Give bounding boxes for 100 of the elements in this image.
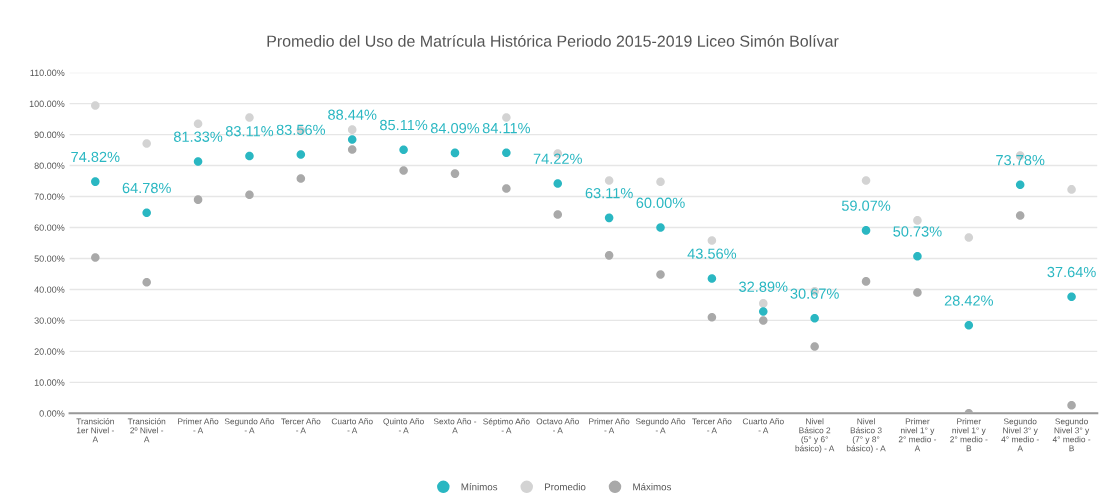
y-tick-label: 0.00% <box>39 410 65 417</box>
y-tick-label: 20.00% <box>34 348 65 355</box>
x-tick-label: Primer Año - A <box>589 418 630 434</box>
point <box>142 139 151 148</box>
point <box>861 226 871 235</box>
point <box>142 208 151 217</box>
point <box>604 251 614 260</box>
point <box>142 278 151 287</box>
x-tick-label: Primer nivel 1° y 2° medio - B <box>950 418 988 452</box>
x-tick-label: Cuarto Año - A <box>742 418 784 434</box>
point <box>450 148 460 158</box>
x-tick-label: Segundo Nivel 3° y 4° medio - B <box>1052 418 1091 452</box>
data-label: 37.64% <box>1047 266 1096 278</box>
data-label: 63.11% <box>585 187 633 199</box>
data-label: 74.22% <box>533 153 582 164</box>
y-tick-label: 40.00% <box>34 286 65 293</box>
point <box>296 174 306 183</box>
x-tick-label: Tercer Año - A <box>281 418 321 434</box>
data-label: 88.44% <box>328 109 377 120</box>
y-tick-label: 100.00% <box>29 100 65 107</box>
x-tick-label: Primer Año - A <box>178 418 219 434</box>
point <box>347 125 357 134</box>
point <box>861 277 871 286</box>
point <box>1015 180 1025 190</box>
point <box>553 179 563 188</box>
y-tick-label: 90.00% <box>34 131 65 138</box>
point <box>656 177 665 186</box>
data-label: 43.56% <box>687 248 737 259</box>
point <box>759 299 768 308</box>
chart-title: Promedio del Uso de Matrícula Histórica Periodo 2015-2019 Liceo Simón Bolívar <box>267 34 839 47</box>
point <box>193 195 203 204</box>
x-tick-label: Séptimo Año - A <box>483 418 530 434</box>
x-tick-label: Segundo Año - A <box>224 418 275 434</box>
data-label: 84.09% <box>430 123 480 134</box>
point <box>964 233 974 242</box>
point <box>707 274 717 283</box>
legend-label: Promedio <box>545 483 586 491</box>
y-tick-label: 30.00% <box>34 317 65 324</box>
point <box>91 177 100 186</box>
data-label: 60.00% <box>636 197 685 208</box>
point <box>913 288 922 297</box>
y-tick-label: 70.00% <box>34 193 65 200</box>
point <box>193 157 203 166</box>
data-label: 85.11% <box>380 119 428 131</box>
data-label: 83.56% <box>276 124 326 135</box>
x-tick-label: Segundo Nivel 3° y 4° medio - A <box>1001 418 1039 452</box>
y-tick-label: 60.00% <box>34 224 65 231</box>
point <box>502 148 511 158</box>
x-tick-label: Nivel Básico 3 (7° y 8° básico) - A <box>846 418 886 453</box>
point <box>347 145 357 154</box>
point <box>707 236 717 245</box>
x-tick-label: Segundo Año - A <box>635 418 686 434</box>
point <box>399 145 408 155</box>
point <box>245 190 254 199</box>
point <box>553 210 563 219</box>
point <box>450 169 460 178</box>
point <box>399 166 408 175</box>
point <box>502 113 511 122</box>
point <box>656 270 665 279</box>
data-label: 32.89% <box>739 281 788 292</box>
point <box>913 251 922 261</box>
data-label: 64.78% <box>122 182 171 194</box>
data-label: 28.42% <box>944 295 994 306</box>
point <box>604 213 614 223</box>
data-label: 50.73% <box>893 226 942 237</box>
y-tick-label: 80.00% <box>34 162 65 169</box>
data-label: 59.07% <box>841 200 891 211</box>
x-tick-label: Nivel Básico 2 (5° y 6° básico) - A <box>795 418 835 453</box>
data-label: 30.67% <box>790 288 839 299</box>
y-tick-label: 110.00% <box>30 69 65 77</box>
data-label: 84.11% <box>482 122 531 134</box>
x-tick-label: Cuarto Año - A <box>331 418 373 434</box>
x-tick-label: Transición 1er Nivel - A <box>76 418 114 443</box>
y-tick-label: 50.00% <box>34 255 65 262</box>
point <box>964 321 974 330</box>
point <box>245 151 254 161</box>
data-label: 73.78% <box>996 154 1045 166</box>
point <box>810 314 819 323</box>
point <box>1067 185 1076 194</box>
data-label: 81.33% <box>173 131 223 142</box>
x-tick-label: Tercer Año - A <box>692 418 732 434</box>
x-tick-label: Sexto Año - A <box>433 418 477 434</box>
point <box>245 113 254 122</box>
point <box>91 253 100 262</box>
point <box>296 150 306 159</box>
point <box>707 313 717 322</box>
point <box>604 176 614 185</box>
point <box>759 316 768 325</box>
x-tick-label: Primer nivel 1° y 2° medio - A <box>898 418 937 452</box>
point <box>759 307 768 316</box>
legend-label: Mínimos <box>461 483 498 491</box>
point <box>91 101 100 110</box>
x-tick-label: Transición 2º Nivel - A <box>127 418 166 443</box>
point <box>913 216 922 225</box>
x-tick-label: Quinto Año - A <box>383 418 424 434</box>
legend-label: Máximos <box>633 483 672 491</box>
point <box>810 342 819 351</box>
data-label: 83.11% <box>225 126 274 137</box>
data-label: 74.82% <box>71 151 120 163</box>
point <box>656 223 665 232</box>
